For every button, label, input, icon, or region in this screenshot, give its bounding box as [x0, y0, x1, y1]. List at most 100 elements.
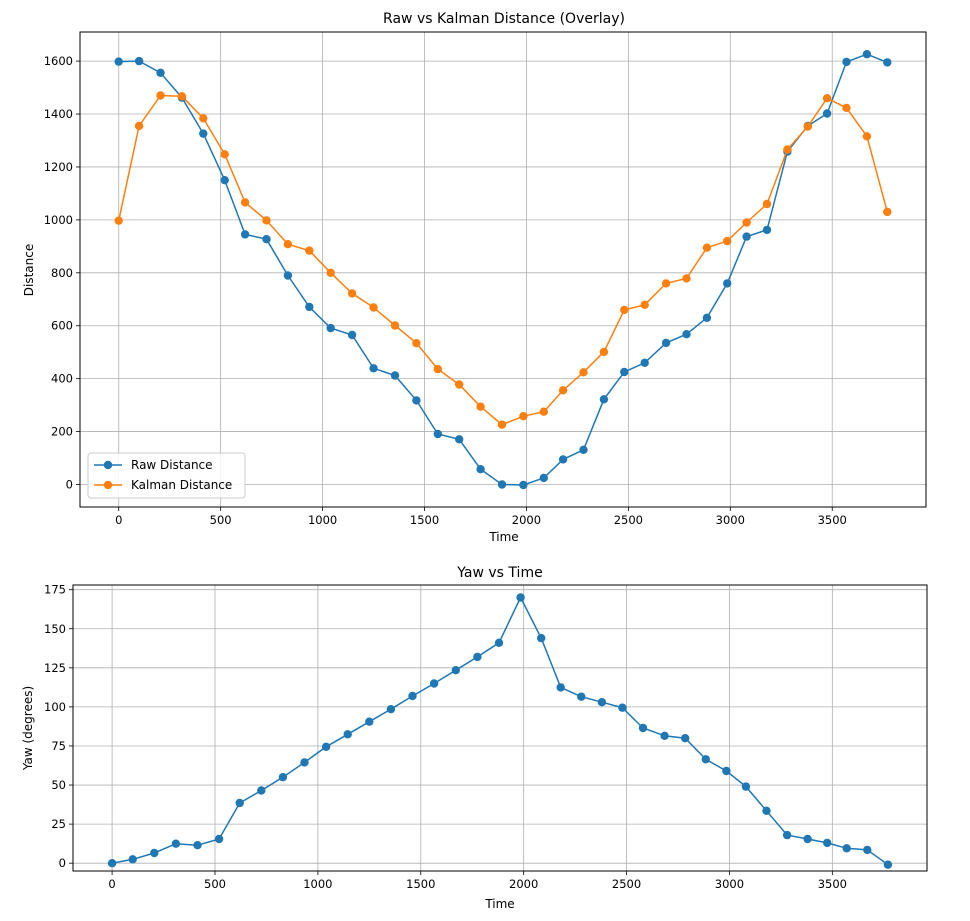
data-point [369, 364, 378, 373]
x-tick-label: 3000 [715, 877, 744, 891]
data-point [822, 109, 832, 118]
x-tick-label: 2000 [512, 513, 541, 527]
data-point [455, 380, 464, 389]
x-tick-label: 3500 [818, 513, 847, 527]
data-point [305, 246, 314, 255]
y-tick-label: 175 [44, 583, 66, 597]
data-point [620, 367, 629, 377]
data-point [199, 129, 208, 138]
x-tick-label: 1000 [308, 513, 337, 527]
data-point [620, 305, 629, 315]
grid [73, 585, 927, 871]
legend-marker-kalman [103, 480, 113, 490]
y-axis-label: Distance [22, 244, 36, 296]
data-point [278, 773, 288, 782]
plot-frame [79, 31, 927, 508]
data-point [305, 302, 314, 312]
data-point [823, 838, 832, 848]
data-point [343, 730, 352, 739]
data-point [822, 94, 832, 103]
data-point [240, 198, 250, 207]
data-point [283, 240, 293, 249]
data-point [156, 68, 165, 78]
y-tick-label: 75 [51, 739, 66, 753]
series-line [118, 53, 888, 486]
data-point [283, 271, 293, 280]
data-point [762, 806, 771, 815]
data-point [240, 230, 250, 239]
y-tick-label: 1400 [44, 107, 73, 121]
legend-label-raw: Raw Distance [131, 458, 213, 472]
legend-marker-raw [103, 460, 113, 470]
x-tick-label: 0 [108, 877, 115, 891]
y-ticks: 0 200 400 600 800 1000 1200 1400 1600 [44, 54, 80, 492]
data-point [640, 358, 649, 367]
data-point [156, 91, 165, 100]
data-point [722, 766, 731, 776]
data-point [476, 465, 485, 474]
x-tick-label: 500 [204, 877, 226, 891]
data-point [842, 57, 851, 67]
data-point [638, 723, 648, 733]
data-point [516, 593, 525, 602]
data-point [539, 473, 548, 483]
data-point [193, 841, 202, 850]
data-point [262, 216, 271, 225]
data-point [599, 347, 609, 357]
data-point [682, 274, 691, 283]
data-point [599, 395, 609, 404]
chart-title: Raw vs Kalman Distance (Overlay) [383, 11, 625, 27]
data-point [803, 834, 812, 844]
data-point [214, 834, 224, 844]
data-point [883, 58, 892, 67]
yaw-chart: Yaw vs Time 0 500 1000 1500 2000 2500 3000 3500… [21, 565, 928, 911]
data-point [742, 232, 751, 241]
data-point [347, 289, 357, 298]
legend-box [87, 452, 246, 499]
data-point [702, 313, 712, 322]
x-tick-label: 2500 [612, 877, 641, 891]
data-point [783, 145, 792, 154]
series-layer [114, 50, 892, 490]
data-point [558, 455, 568, 464]
data-point [326, 323, 335, 333]
series-line [117, 94, 889, 426]
legend-item-raw: Raw Distance [94, 458, 213, 472]
data-point [386, 705, 396, 714]
y-tick-label: 200 [51, 425, 73, 439]
data-point [661, 338, 671, 348]
data-point [199, 114, 208, 123]
x-tick-label: 3500 [818, 877, 847, 891]
data-point [579, 445, 588, 454]
data-point [433, 364, 442, 374]
data-point [537, 633, 546, 643]
x-axis-label: Time [488, 530, 518, 544]
x-tick-label: 1500 [406, 877, 435, 891]
data-point [347, 330, 357, 340]
data-point [412, 396, 421, 405]
data-point [134, 121, 144, 131]
x-tick-label: 0 [115, 513, 122, 527]
x-axis-label: Time [484, 897, 514, 911]
y-ticks: 0 25 50 75 100 125 150 175 [44, 583, 73, 870]
y-axis-label: Yaw (degrees) [21, 686, 35, 771]
data-point [842, 103, 851, 113]
y-tick-label: 50 [51, 778, 66, 792]
data-point [473, 652, 482, 662]
data-point [257, 786, 266, 795]
data-point [681, 734, 690, 743]
data-point [723, 236, 732, 246]
legend: Raw Distance Kalman Distance [87, 452, 246, 499]
data-point [455, 435, 464, 444]
data-point [661, 279, 671, 288]
data-point [321, 742, 331, 751]
y-tick-label: 0 [59, 856, 66, 870]
x-ticks: 0 500 1000 1500 2000 2500 3000 3500 [115, 507, 847, 527]
data-point [723, 279, 732, 288]
y-tick-label: 800 [51, 266, 73, 280]
data-point [177, 92, 187, 101]
data-point [762, 225, 772, 235]
data-point [220, 150, 229, 159]
data-point [134, 56, 144, 66]
